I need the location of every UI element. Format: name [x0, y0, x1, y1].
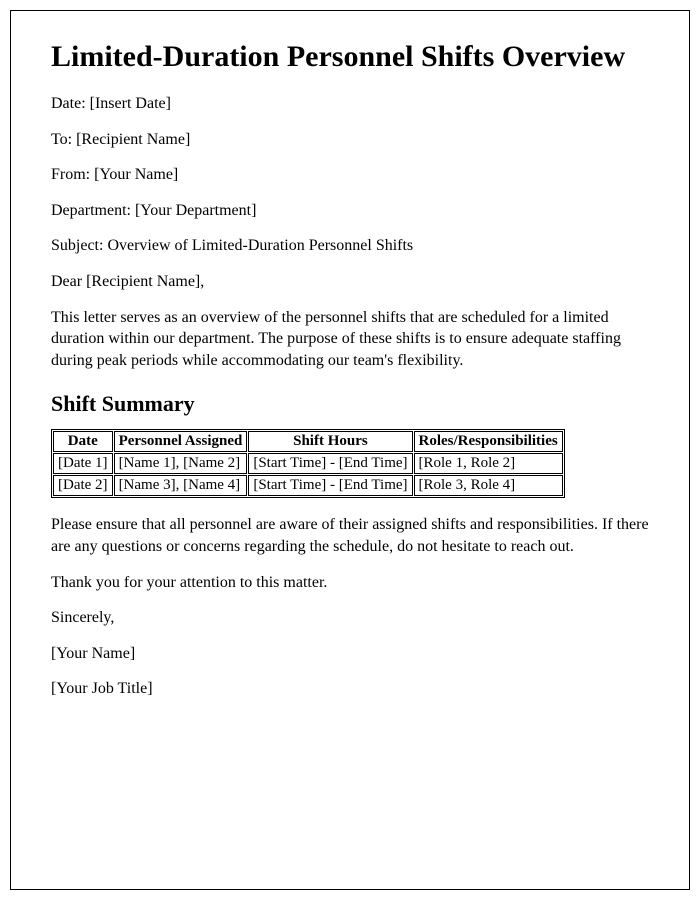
signoff: Sincerely, — [51, 607, 649, 629]
intro-paragraph: This letter serves as an overview of the… — [51, 307, 649, 372]
cell-roles: [Role 1, Role 2] — [414, 453, 563, 474]
closing-paragraph-1: Please ensure that all personnel are awa… — [51, 514, 649, 557]
signature-title: [Your Job Title] — [51, 678, 649, 700]
signature-name: [Your Name] — [51, 643, 649, 665]
cell-hours: [Start Time] - [End Time] — [248, 475, 412, 496]
cell-hours: [Start Time] - [End Time] — [248, 453, 412, 474]
meta-subject: Subject: Overview of Limited-Duration Pe… — [51, 235, 649, 257]
col-hours: Shift Hours — [248, 431, 412, 452]
shift-table: Date Personnel Assigned Shift Hours Role… — [51, 429, 565, 498]
col-roles: Roles/Responsibilities — [414, 431, 563, 452]
meta-date: Date: [Insert Date] — [51, 93, 649, 115]
cell-date: [Date 2] — [53, 475, 113, 496]
col-date: Date — [53, 431, 113, 452]
table-header-row: Date Personnel Assigned Shift Hours Role… — [53, 431, 563, 452]
closing-paragraph-2: Thank you for your attention to this mat… — [51, 572, 649, 594]
document-page: Limited-Duration Personnel Shifts Overvi… — [10, 10, 690, 890]
salutation: Dear [Recipient Name], — [51, 271, 649, 293]
cell-personnel: [Name 3], [Name 4] — [114, 475, 248, 496]
cell-date: [Date 1] — [53, 453, 113, 474]
table-row: [Date 2] [Name 3], [Name 4] [Start Time]… — [53, 475, 563, 496]
cell-roles: [Role 3, Role 4] — [414, 475, 563, 496]
page-title: Limited-Duration Personnel Shifts Overvi… — [51, 39, 649, 75]
meta-to: To: [Recipient Name] — [51, 129, 649, 151]
meta-department: Department: [Your Department] — [51, 200, 649, 222]
meta-from: From: [Your Name] — [51, 164, 649, 186]
summary-heading: Shift Summary — [51, 391, 649, 417]
table-row: [Date 1] [Name 1], [Name 2] [Start Time]… — [53, 453, 563, 474]
col-personnel: Personnel Assigned — [114, 431, 248, 452]
cell-personnel: [Name 1], [Name 2] — [114, 453, 248, 474]
